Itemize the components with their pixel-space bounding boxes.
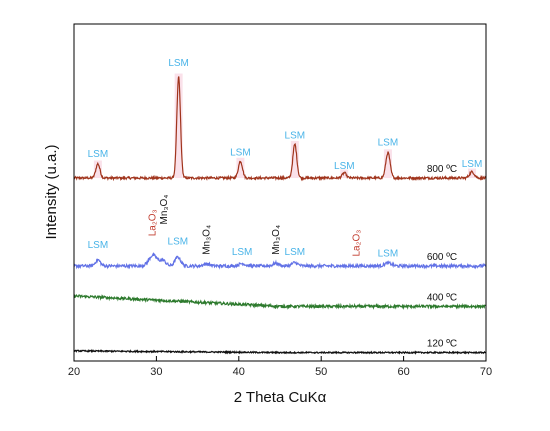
phase-annotation: LSM [378,249,399,260]
peak-highlights [93,73,476,179]
phase-annotation: LSM [88,240,109,251]
x-axis-title: 2 Theta CuKα [234,389,327,406]
x-tick-label: 70 [480,366,492,378]
series-layer [73,76,487,355]
phase-annotation: LSM [168,237,189,248]
phase-annotation: Mn₃O₄ [271,225,282,255]
x-tick-label: 50 [315,366,327,378]
series-line [73,293,487,311]
phase-annotation: La₂O₃ [147,209,158,236]
series-line [73,348,487,355]
peak-highlight [93,160,102,179]
peak-highlight [383,149,392,179]
peak-highlight [340,169,349,179]
phase-annotation: LSM [285,131,306,142]
x-tick-label: 60 [397,366,409,378]
series-label: 400 ºC [427,292,457,303]
series-labels: 800 ºC 600 ºC 400 ºC 120 ºC [427,164,457,350]
y-axis-title: Intensity (u.a.) [43,144,60,239]
series-label: 800 ºC [427,164,457,175]
series-line [73,76,487,182]
phase-annotation: LSM [88,149,109,160]
phase-annotation: LSM [462,159,483,170]
phase-annotation: Mn₃O₄ [159,195,170,225]
phase-annotation: LSM [334,161,355,172]
phase-annotation: LSM [378,137,399,148]
x-tick-label: 40 [233,366,245,378]
phase-annotation: LSM [232,247,253,258]
series-line [73,251,487,270]
peak-highlight [290,140,299,179]
series-label: 120 ºC [427,339,457,350]
peak-highlight [236,157,245,179]
phase-annotation: La₂O₃ [352,230,363,257]
x-tick-label: 20 [68,366,80,378]
peak-highlight [467,168,476,179]
plot-frame [73,23,487,362]
phase-annotation: LSM [168,58,189,69]
x-axis-ticks: 20 30 40 50 60 70 [68,356,492,378]
phase-annotation: Mn₃O₄ [202,225,213,255]
x-tick-label: 30 [150,366,162,378]
phase-annotation: LSM [285,247,306,258]
peak-highlight [174,73,183,179]
series-label: 600 ºC [427,252,457,263]
phase-annotation: LSM [230,147,251,158]
